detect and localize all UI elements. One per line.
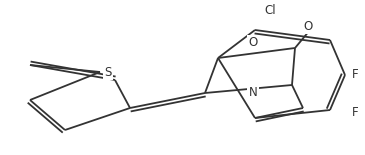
- Text: O: O: [248, 36, 258, 49]
- Text: F: F: [352, 106, 358, 119]
- Text: Cl: Cl: [264, 4, 276, 16]
- Text: S: S: [104, 66, 112, 78]
- Text: O: O: [303, 20, 313, 33]
- Text: N: N: [249, 86, 257, 98]
- Text: F: F: [352, 69, 358, 82]
